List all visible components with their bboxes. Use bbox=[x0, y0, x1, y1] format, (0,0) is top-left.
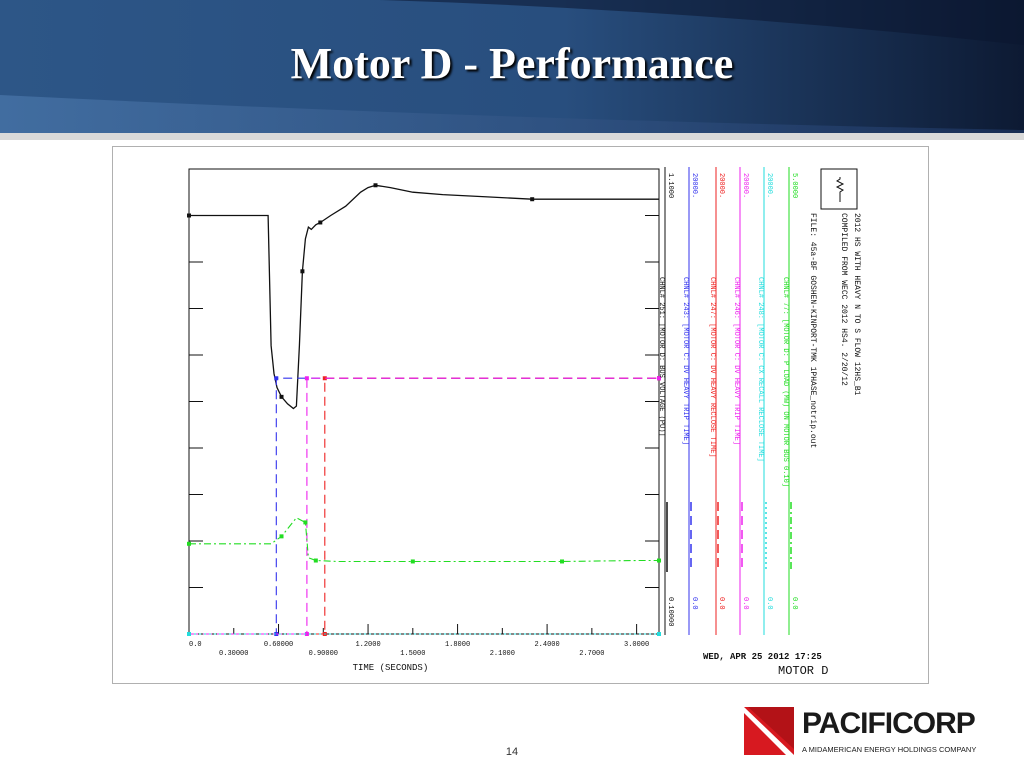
pacificorp-logo: PACIFICORP A MIDAMERICAN ENERGY HOLDINGS… bbox=[740, 705, 1020, 757]
series-line-green bbox=[189, 517, 659, 563]
chart-footer-date: WED, APR 25 2012 17:25 bbox=[703, 652, 822, 662]
series-marker-magenta bbox=[657, 376, 661, 381]
legend-scale-min: 0.0 bbox=[717, 597, 725, 610]
x-tick-label: 0.60000 bbox=[264, 641, 293, 649]
x-tick-label: 2.7000 bbox=[579, 650, 604, 658]
legend-series-name: CHNL# 246: [MOTOR C: DV HEAVY TRIP TIME] bbox=[732, 277, 740, 445]
series-marker-black bbox=[187, 213, 191, 218]
x-axis-label: TIME (SECONDS) bbox=[353, 663, 429, 673]
legend-scale-min: 0.10000 bbox=[666, 597, 674, 626]
page-number: 14 bbox=[505, 746, 519, 758]
x-tick-label: 0.90000 bbox=[309, 650, 338, 658]
legend-series-name: CHNL# 77: [MOTOR D: P LOAD (MW) ON MOTOR… bbox=[781, 277, 789, 487]
series-marker-black bbox=[279, 394, 284, 399]
series-marker-green bbox=[187, 541, 191, 546]
series-marker-green bbox=[657, 558, 661, 563]
plot-panel: 0.0 0.60000 1.2000 1.8000 2.4000 3.0000 0.3000… bbox=[112, 146, 929, 684]
legend-series-name: CHNL# 248: [MOTOR C: CX RECALL RECLOSE T… bbox=[756, 277, 764, 462]
series-marker-black bbox=[318, 220, 323, 225]
motor-d-chart: 0.0 0.60000 1.2000 1.8000 2.4000 3.0000 0.3000… bbox=[187, 167, 861, 678]
series-line-black bbox=[189, 184, 659, 410]
legend-scale-min: 0.0 bbox=[790, 597, 798, 610]
banner-background bbox=[0, 0, 1024, 140]
legend-scale-max: 20000. bbox=[765, 173, 773, 198]
legend-scale-min: 0.0 bbox=[741, 597, 749, 610]
plot-area-border bbox=[188, 168, 660, 635]
legend-series-name: CHNL# 243: [MOTOR C: DV HEAVY TRIP TIME] bbox=[681, 277, 689, 445]
pacificorp-emblem-icon bbox=[744, 707, 794, 755]
series-line-magenta bbox=[189, 377, 659, 635]
series-marker-black bbox=[300, 269, 305, 274]
series-marker-green bbox=[560, 559, 565, 564]
logo-tagline: A MIDAMERICAN ENERGY HOLDINGS COMPANY bbox=[802, 745, 977, 754]
legend-scale-min: 0.0 bbox=[690, 597, 698, 610]
logo-wordmark: PACIFICORP bbox=[802, 707, 976, 740]
series-line-red bbox=[189, 377, 659, 635]
x-tick-label: 1.5000 bbox=[400, 650, 425, 658]
legend-scale-max: 20000. bbox=[717, 173, 725, 198]
chart-header-line: 2012 HS WITH HEAVY N TO S FLOW 12HS_B1 bbox=[852, 213, 861, 396]
x-tick-label: 2.1000 bbox=[490, 650, 515, 658]
waveform-icon bbox=[835, 177, 845, 202]
series-marker-green bbox=[303, 520, 308, 525]
series-line-blue bbox=[189, 377, 659, 635]
chart-footer-name: MOTOR D bbox=[778, 664, 828, 678]
legend-scale-max: 20000. bbox=[741, 173, 749, 198]
series-marker-red bbox=[322, 376, 327, 381]
legend-series-name: CHNL# 251: [MOTOR D: BUS VOLTAGE (PU)] bbox=[657, 277, 665, 437]
series-marker-magenta bbox=[304, 632, 309, 636]
x-tick-label: 3.0000 bbox=[624, 641, 649, 649]
series-marker-magenta bbox=[304, 376, 309, 381]
chart-header-line: COMPILED FROM WECC 2012 HS4. 2/20/12 bbox=[839, 213, 848, 386]
series-marker-cyan bbox=[187, 632, 191, 636]
legend-scale-min: 0.0 bbox=[765, 597, 773, 610]
title-banner: Motor D - Performance bbox=[0, 0, 1024, 140]
plot-emblem-box bbox=[820, 168, 858, 210]
series-marker-cyan bbox=[657, 632, 661, 636]
x-tick-label: 1.2000 bbox=[355, 641, 380, 649]
x-tick-label: 1.8000 bbox=[445, 641, 470, 649]
legend-scale-max: 20000. bbox=[690, 173, 698, 198]
chart-header-line: FILE: 45a-BF GOSHEN-KINPORT-TMK 1PHASE_n… bbox=[808, 213, 817, 448]
series-marker-blue bbox=[274, 376, 279, 381]
slide-title: Motor D - Performance bbox=[290, 39, 734, 88]
series-marker-green bbox=[313, 558, 318, 563]
legend-scale-max: 5.0000 bbox=[790, 173, 798, 198]
x-tick-label: 2.4000 bbox=[534, 641, 559, 649]
series-marker-black bbox=[373, 183, 378, 188]
legend-series-name: CHNL# 247: [MOTOR C: DV HEAVY RECLOSE TI… bbox=[708, 277, 716, 458]
x-tick-label: 0.30000 bbox=[219, 650, 248, 658]
legend-scale-max: 1.1000 bbox=[666, 173, 674, 198]
series-marker-green bbox=[410, 559, 415, 564]
series-marker-black bbox=[530, 197, 535, 202]
series-marker-green bbox=[279, 534, 284, 539]
x-tick-label: 0.0 bbox=[189, 641, 202, 649]
